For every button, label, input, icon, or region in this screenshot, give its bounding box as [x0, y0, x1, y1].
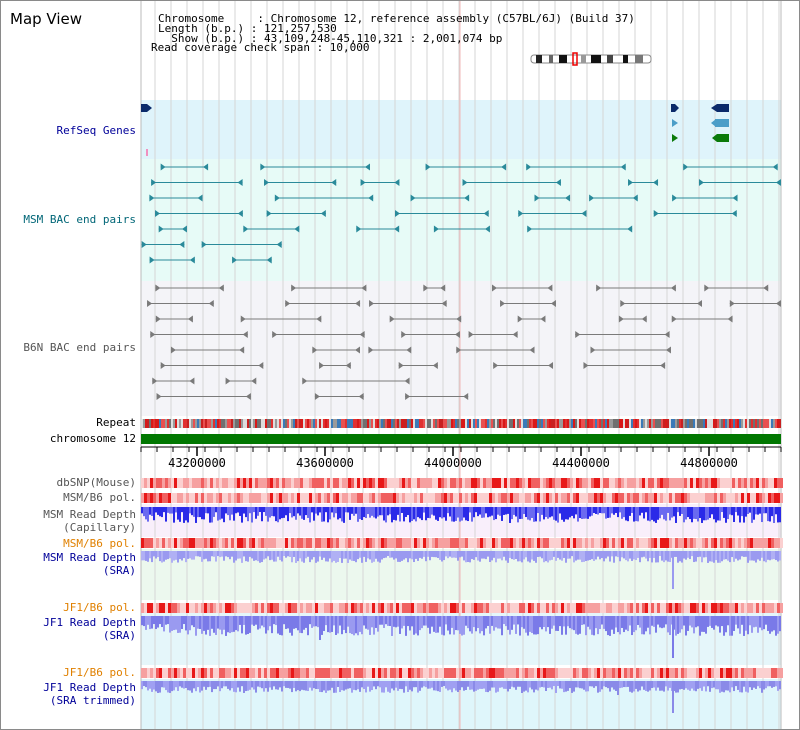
ideogram-position-marker: [572, 52, 578, 66]
refseq-gene-features: [141, 104, 729, 156]
read-coverage-span-info: Read coverage check span : 10,000: [151, 41, 370, 54]
axis-tick-label: 44800000: [680, 456, 738, 470]
chromosome-info: Chromosome : Chromosome 12, reference as…: [158, 12, 635, 25]
page-title: Map View: [10, 10, 83, 28]
track-label-msm-b6-pol[interactable]: MSM/B6 pol.: [63, 491, 136, 504]
track-label-jf1-b6-pol-2[interactable]: JF1/B6 pol.: [63, 666, 136, 679]
axis-tick-label: 43200000: [168, 456, 226, 470]
track-label-line: JF1 Read Depth: [43, 681, 136, 694]
msm-read-depth-capillary: [141, 507, 781, 523]
dbsnp-heat-track: [141, 478, 783, 488]
chromosome-bar: [141, 434, 781, 444]
track-label-jf1-read-depth-trimmed[interactable]: JF1 Read Depth (SRA trimmed): [43, 681, 136, 707]
track-label-line: MSM Read Depth: [43, 508, 136, 521]
jf1-b6-pol-heat-track: [141, 603, 783, 613]
jf1-b6-pol-2-heat-track: [141, 668, 783, 678]
msm-bac-end-pairs: [141, 163, 781, 264]
track-label-repeat: Repeat: [96, 416, 136, 429]
axis-ticks: 43200000 43600000 44000000 44400000 44800000: [140, 446, 782, 470]
track-label-b6n-bac-end-pairs[interactable]: B6N BAC end pairs: [23, 341, 136, 354]
axis-tick-label: 44000000: [424, 456, 482, 470]
track-label-line: MSM Read Depth: [43, 551, 136, 564]
track-label-jf1-read-depth-sra[interactable]: JF1 Read Depth (SRA): [43, 616, 136, 642]
track-label-msm-b6-pol-2[interactable]: MSM/B6 pol.: [63, 537, 136, 550]
track-label-refseq-genes[interactable]: RefSeq Genes: [56, 124, 136, 137]
track-label-msm-bac-end-pairs[interactable]: MSM BAC end pairs: [23, 213, 136, 226]
track-label-line: (SRA): [102, 564, 136, 577]
msm-b6-pol-2-heat-track: [141, 538, 783, 548]
track-label-line: (SRA): [102, 629, 136, 642]
msm-read-depth-sra: [141, 551, 781, 589]
length-info: Length (b.p.) : 121,257,530: [158, 22, 337, 35]
track-label-line: (SRA trimmed): [49, 694, 136, 707]
b6n-bac-end-pairs: [147, 284, 781, 400]
chromosome-ideogram: [530, 52, 652, 66]
track-label-jf1-b6-pol[interactable]: JF1/B6 pol.: [63, 601, 136, 614]
axis-tick-label: 44400000: [552, 456, 610, 470]
track-label-msm-read-depth-capillary[interactable]: MSM Read Depth (Capillary): [43, 508, 136, 534]
repeat-track: [141, 419, 781, 428]
refseq-background: [141, 100, 781, 159]
track-label-msm-read-depth-sra[interactable]: MSM Read Depth (SRA): [43, 551, 136, 577]
track-label-dbsnp-mouse[interactable]: dbSNP(Mouse): [56, 476, 136, 489]
axis-tick-label: 43600000: [296, 456, 354, 470]
track-label-line: (Capillary): [63, 521, 136, 534]
jf1-read-depth-sra: [141, 616, 781, 658]
msm-b6-pol-heat-track: [141, 493, 783, 503]
jf1-read-depth-trimmed: [141, 681, 781, 713]
track-label-line: JF1 Read Depth: [43, 616, 136, 629]
b6n-bac-background: [141, 281, 781, 416]
show-range-info: Show (b.p.) : 43,109,248-45,110,321 : 2,…: [158, 32, 503, 45]
msm-bac-background: [141, 159, 781, 281]
track-label-chromosome: chromosome 12: [49, 432, 136, 445]
